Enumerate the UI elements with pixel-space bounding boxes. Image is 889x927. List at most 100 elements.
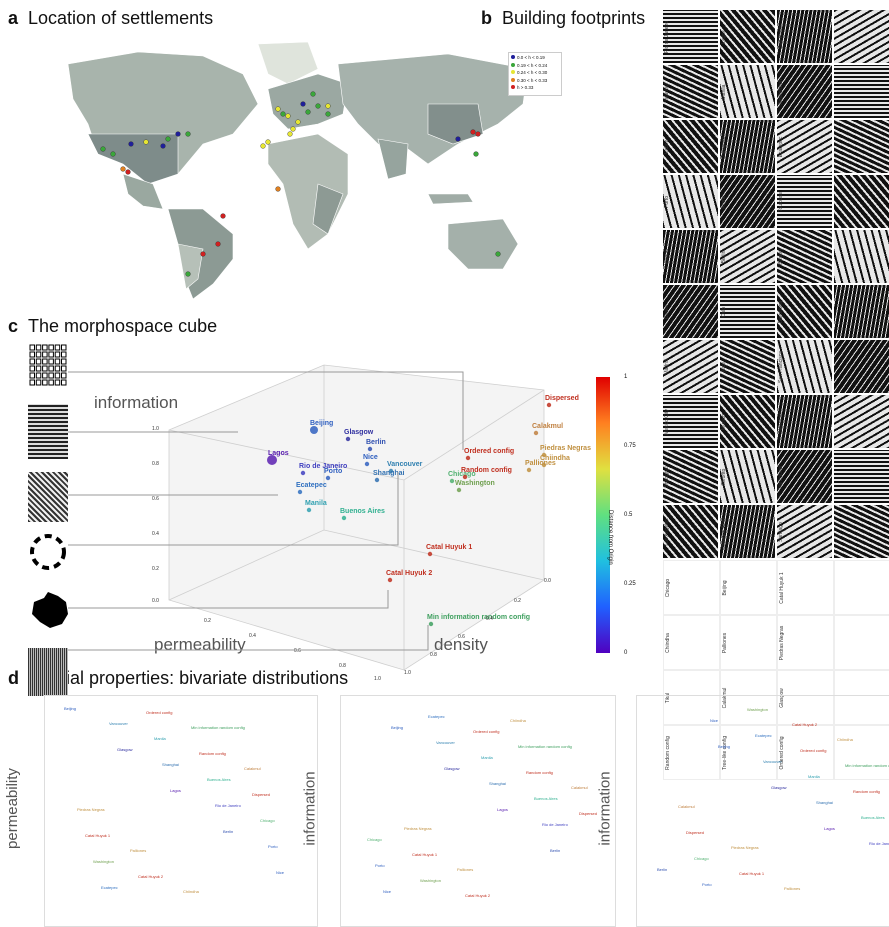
bivariate-label: Glasgow	[117, 747, 133, 752]
grid-cell	[42, 344, 48, 351]
footprint-label: Zaragoza	[721, 135, 727, 158]
bivariate-label: Beijing	[391, 725, 403, 730]
bivariate-label: Beijing	[64, 706, 76, 711]
settlement-dot	[215, 241, 221, 247]
bivariate-label: Rio de Janeiro	[542, 822, 569, 827]
colorbar-tick: 1	[624, 374, 628, 380]
settlement-dot	[100, 146, 106, 152]
footprint-tile	[834, 10, 889, 63]
cube-point	[297, 489, 303, 495]
grid-pattern-thumb	[28, 343, 68, 388]
bivariate-label: Min information random config	[518, 744, 572, 749]
tick-info: 0.2	[152, 566, 159, 572]
bivariate-label: Nice	[383, 889, 392, 894]
catal-huyuk-thumb	[28, 588, 72, 632]
cube-point	[325, 475, 331, 481]
footprint-label: Barcelona	[778, 300, 784, 323]
grid-cell	[54, 344, 61, 351]
footprint-tile: San Francisco	[777, 340, 832, 393]
settlement-dot	[110, 151, 116, 157]
footprint-tile: New York	[777, 395, 832, 448]
bivariate-label: Palliones	[784, 886, 800, 891]
footprint-tile: Chicago	[663, 560, 720, 615]
settlement-dot	[475, 131, 481, 137]
grid-cell	[42, 372, 48, 379]
settlement-dot	[143, 139, 149, 145]
cube-point-label: Chicago	[448, 471, 476, 478]
bivariate-label: Random config	[526, 770, 553, 775]
settlement-dot	[165, 136, 171, 142]
footprint-tile: Shanghai	[663, 450, 718, 503]
bivariate-label: Min information random config	[191, 725, 245, 730]
grid-cell	[61, 344, 67, 351]
bivariate-label: Chicago	[367, 837, 382, 842]
world-map	[67, 41, 529, 300]
bivariate-label: Buenos Aires	[861, 815, 885, 820]
footprint-tile: Tree-like config	[720, 725, 777, 780]
panel-b-title: b Building footprints	[481, 8, 646, 28]
footprint-tile: Buenos Aires	[720, 505, 775, 558]
cube-point-label: Porto	[324, 468, 342, 475]
cube-point	[374, 477, 380, 483]
footprint-label: Munich	[721, 413, 727, 430]
footprint-tile	[834, 230, 889, 283]
dense-city-thumb	[28, 404, 68, 459]
grid-cell	[61, 365, 67, 372]
bivariate-label: Berlin	[550, 848, 560, 853]
footprint-tile: Ecatepec	[777, 120, 832, 173]
footprint-tile	[834, 725, 889, 780]
settlement-dot	[287, 131, 293, 137]
footprint-tile	[834, 670, 889, 725]
footprint-label: Piedras Negras	[779, 625, 785, 660]
footprint-tile	[834, 395, 889, 448]
bivariate-label: Chicago	[694, 856, 709, 861]
footprint-label: Amsterdam	[778, 78, 784, 105]
footprint-label: Shanghai	[664, 465, 670, 488]
bivariate-label: Lagos	[497, 807, 508, 812]
footprint-tile: Calakmul	[720, 670, 777, 725]
bivariate-label: Manila	[154, 736, 167, 741]
grid-cell	[61, 372, 67, 379]
cube-point	[462, 474, 468, 480]
footprint-tile: Madrid	[663, 340, 718, 393]
footprint-label: Chiindha	[665, 632, 671, 653]
grid-cell	[61, 379, 67, 386]
footprint-label: Vancouver	[778, 464, 784, 489]
grid-cell	[42, 365, 48, 372]
bivariate-label: Catal Huyuk 1	[85, 833, 111, 838]
grid-cell	[54, 372, 61, 379]
footprint-label: Istanbul	[664, 82, 670, 101]
settlement-dot	[290, 126, 296, 132]
bivariate-label: Buenos Aires	[534, 796, 558, 801]
map-legend: 0.0 < h < 0.19 0.19 < h < 0.24 0.24 < h …	[508, 52, 562, 96]
footprint-tile: Amsterdam	[777, 65, 832, 118]
colorbar-tick: 0	[624, 650, 628, 656]
tick-dens: 0.6	[458, 634, 465, 640]
tick-info: 0.4	[152, 531, 159, 537]
settlement-dot	[325, 111, 331, 117]
grid-cell	[29, 379, 35, 386]
building-footprints-grid: Rio de Janeiro Lagos São Paulo Istanbul Mani…	[663, 10, 889, 780]
grid-cell	[48, 379, 54, 386]
bivariate-label: Rio de Janeiro	[215, 803, 242, 808]
bivariate-label: Catal Huyuk 1	[412, 852, 438, 857]
grid-cell	[42, 351, 48, 358]
cube-point-label: Buenos Aires	[340, 508, 385, 515]
axis-information-label: information	[94, 393, 178, 412]
cube-point-label: Min information random config	[427, 614, 530, 621]
cube-point-label: Berlin	[366, 439, 386, 446]
grid-cell	[35, 365, 42, 372]
bivariate-points: Beijing Glasgow Lagos Berlin Nice Vancouver Sh…	[64, 706, 889, 898]
tick-info: 0.6	[152, 496, 159, 502]
bivariate-label: Manila	[481, 755, 494, 760]
grid-cell	[61, 351, 67, 358]
cube-point	[541, 462, 547, 468]
bivariate-label: Palliones	[130, 848, 146, 853]
bivariate-label: Vancouver	[763, 759, 782, 764]
footprint-tile: Piedras Negras	[777, 615, 834, 670]
settlement-dot	[160, 143, 166, 149]
footprint-label: Rio de Janeiro	[664, 20, 670, 53]
footprint-tile: Random config	[663, 725, 720, 780]
bivariate-label: Dispersed	[579, 811, 597, 816]
footprint-tile: Nice	[720, 340, 775, 393]
